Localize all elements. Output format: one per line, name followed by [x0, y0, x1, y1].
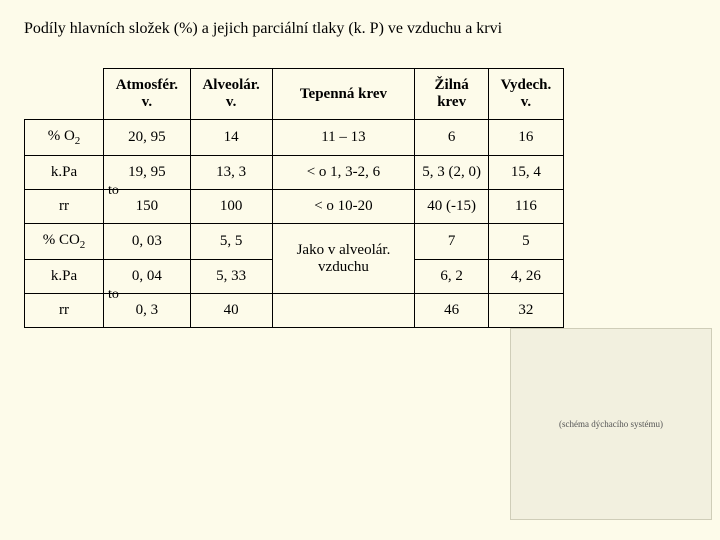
cell: < o 1, 3-2, 6	[272, 156, 415, 190]
cell: 14	[190, 120, 272, 156]
cell: 6, 2	[415, 260, 488, 294]
row-co2-rr: rr 0, 3 40 46 32	[25, 294, 564, 328]
cell: 5, 33	[190, 260, 272, 294]
row-label-co2-pct: % CO2	[25, 224, 104, 260]
cell: 13, 3	[190, 156, 272, 190]
header-atmosfer: Atmosfér. v.	[104, 69, 191, 120]
cell: < o 10-20	[272, 190, 415, 224]
to-label: to	[108, 287, 119, 303]
data-table: Atmosfér. v. Alveolár. v. Tepenná krev Ž…	[24, 68, 564, 328]
row-label-o2-pct: % O2	[25, 120, 104, 156]
cell: 20, 95	[104, 120, 191, 156]
cell: 0, 03	[104, 224, 191, 260]
cell: 40 (-15)	[415, 190, 488, 224]
to-label: to	[108, 183, 119, 199]
row-label-o2-rr: rr	[25, 190, 104, 224]
row-label-o2-kpa: k.Pa	[25, 156, 104, 190]
cell: 46	[415, 294, 488, 328]
cell: 4, 26	[488, 260, 563, 294]
cell: 0, 04 to	[104, 260, 191, 294]
cell: 32	[488, 294, 563, 328]
row-label-co2-rr: rr	[25, 294, 104, 328]
cell: 5, 5	[190, 224, 272, 260]
cell	[272, 294, 415, 328]
cell: 6	[415, 120, 488, 156]
row-o2-kpa: k.Pa 19, 95 to 13, 3 < o 1, 3-2, 6 5, 3 …	[25, 156, 564, 190]
cell: 5	[488, 224, 563, 260]
cell: 19, 95 to	[104, 156, 191, 190]
diagram-placeholder-text: (schéma dýchacího systému)	[559, 419, 663, 429]
cell: 40	[190, 294, 272, 328]
cell: 15, 4	[488, 156, 563, 190]
row-o2-pct: % O2 20, 95 14 11 – 13 6 16	[25, 120, 564, 156]
header-blank	[25, 69, 104, 120]
cell-value: 0, 04	[132, 268, 162, 284]
cell: 5, 3 (2, 0)	[415, 156, 488, 190]
cell-value: 19, 95	[128, 164, 166, 180]
header-alveolar: Alveolár. v.	[190, 69, 272, 120]
page-title: Podíly hlavních složek (%) a jejich parc…	[24, 20, 696, 38]
cell: 7	[415, 224, 488, 260]
cell: 116	[488, 190, 563, 224]
header-zilna: Žilná krev	[415, 69, 488, 120]
header-tepenna: Tepenná krev	[272, 69, 415, 120]
cell: 11 – 13	[272, 120, 415, 156]
cell: 16	[488, 120, 563, 156]
respiratory-diagram-image: (schéma dýchacího systému)	[510, 328, 712, 520]
header-vydech: Vydech. v.	[488, 69, 563, 120]
table-header-row: Atmosfér. v. Alveolár. v. Tepenná krev Ž…	[25, 69, 564, 120]
row-co2-pct: % CO2 0, 03 5, 5 Jako v alveolár. vzduch…	[25, 224, 564, 260]
cell: 100	[190, 190, 272, 224]
cell-merged-tepenna: Jako v alveolár. vzduchu	[272, 224, 415, 294]
row-label-co2-kpa: k.Pa	[25, 260, 104, 294]
row-o2-rr: rr 150 100 < o 10-20 40 (-15) 116	[25, 190, 564, 224]
